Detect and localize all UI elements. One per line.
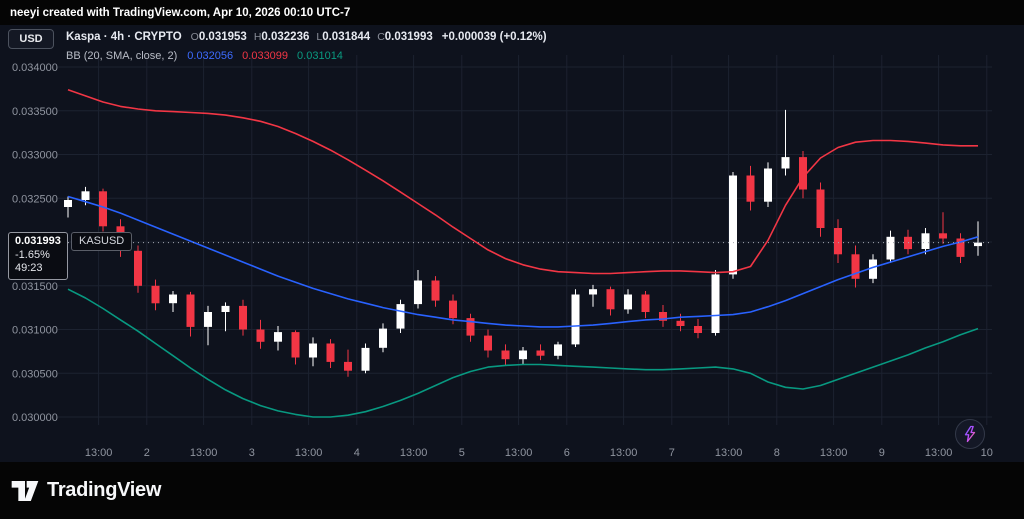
last-price-label: 0.031993 -1.65% 49:23	[8, 232, 68, 280]
svg-text:13:00: 13:00	[820, 447, 848, 459]
open-group: O 0.031953	[191, 31, 247, 43]
currency-button[interactable]: USD	[8, 29, 54, 49]
bb-basis-line	[67, 195, 979, 328]
svg-text:0.032500: 0.032500	[12, 193, 58, 205]
close-label: C	[377, 31, 385, 43]
close-value: 0.031993	[384, 31, 433, 43]
svg-text:13:00: 13:00	[190, 447, 218, 459]
svg-text:5: 5	[459, 447, 465, 459]
svg-text:13:00: 13:00	[400, 447, 428, 459]
open-label: O	[190, 31, 199, 43]
bb-lower-value: 0.031014	[297, 50, 343, 62]
svg-text:0.030000: 0.030000	[12, 412, 58, 424]
svg-text:3: 3	[249, 447, 255, 459]
svg-text:2: 2	[144, 447, 150, 459]
svg-text:0.031500: 0.031500	[12, 281, 58, 293]
tradingview-logo-mark	[11, 480, 39, 501]
low-group: L 0.031844	[316, 31, 370, 43]
last-price-change-pct: -1.65%	[15, 248, 50, 261]
quick-action-button[interactable]	[955, 419, 985, 449]
svg-text:13:00: 13:00	[505, 447, 533, 459]
high-value: 0.032236	[261, 31, 310, 43]
change-value: +0.000039 (+0.12%)	[441, 31, 547, 43]
bb-basis-value: 0.032056	[187, 50, 234, 62]
chart-widget: 0.0340000.0335000.0330000.0325000.032000…	[0, 25, 1024, 462]
grid-lines	[58, 55, 992, 425]
svg-text:13:00: 13:00	[925, 447, 953, 459]
high-label: H	[253, 31, 262, 43]
symbol-chip: KASUSD	[71, 232, 133, 251]
bb-lower-line	[67, 288, 979, 418]
svg-text:8: 8	[774, 447, 780, 459]
lightning-icon	[964, 425, 976, 443]
svg-text:13:00: 13:00	[295, 447, 323, 459]
high-group: H 0.032236	[254, 31, 310, 43]
bar-close-countdown: 49:23	[15, 262, 43, 274]
svg-text:9: 9	[879, 447, 885, 459]
svg-text:6: 6	[564, 447, 570, 459]
legend-rows: Kaspa · 4h · CRYPTO O 0.031953 H 0.03223…	[66, 29, 547, 62]
svg-text:4: 4	[354, 447, 360, 459]
svg-text:0.030500: 0.030500	[12, 368, 58, 380]
price-chart-svg[interactable]: 0.0340000.0335000.0330000.0325000.032000…	[0, 25, 1024, 462]
footer-bar: TradingView	[0, 462, 1024, 519]
svg-text:0.031000: 0.031000	[12, 325, 58, 337]
last-price-value: 0.031993	[15, 235, 61, 247]
candles	[64, 109, 982, 377]
attribution-text: neeyi created with TradingView.com, Apr …	[10, 6, 351, 19]
svg-text:0.033000: 0.033000	[12, 150, 58, 162]
svg-text:13:00: 13:00	[715, 447, 743, 459]
bb-upper-value: 0.033099	[242, 50, 289, 62]
low-value: 0.031844	[322, 31, 371, 43]
svg-text:10: 10	[981, 447, 993, 459]
low-label: L	[316, 31, 323, 43]
svg-text:13:00: 13:00	[85, 447, 113, 459]
svg-text:0.034000: 0.034000	[12, 62, 58, 74]
svg-text:7: 7	[669, 447, 675, 459]
close-group: C 0.031993	[377, 31, 433, 43]
svg-text:13:00: 13:00	[610, 447, 638, 459]
bb-upper-line	[67, 89, 978, 275]
indicator-name[interactable]: BB (20, SMA, close, 2)	[66, 50, 178, 62]
x-axis-labels[interactable]: 13:00 2 13:00 3 13:00 4 13:00 5 13:00 6 13:00 7 13:0…	[85, 447, 993, 459]
symbol-title[interactable]: Kaspa · 4h · CRYPTO	[66, 31, 182, 43]
tradingview-wordmark: TradingView	[47, 479, 162, 501]
svg-text:0.033500: 0.033500	[12, 106, 58, 118]
tradingview-logo[interactable]: TradingView	[10, 478, 161, 504]
attribution-bar: neeyi created with TradingView.com, Apr …	[0, 0, 1024, 25]
indicator-legend-row: BB (20, SMA, close, 2) 0.032056 0.033099…	[66, 50, 547, 62]
chart-legend: USD Kaspa · 4h · CRYPTO O 0.031953 H 0.0…	[8, 29, 547, 62]
open-value: 0.031953	[198, 31, 247, 43]
symbol-legend-row: Kaspa · 4h · CRYPTO O 0.031953 H 0.03223…	[66, 31, 547, 43]
